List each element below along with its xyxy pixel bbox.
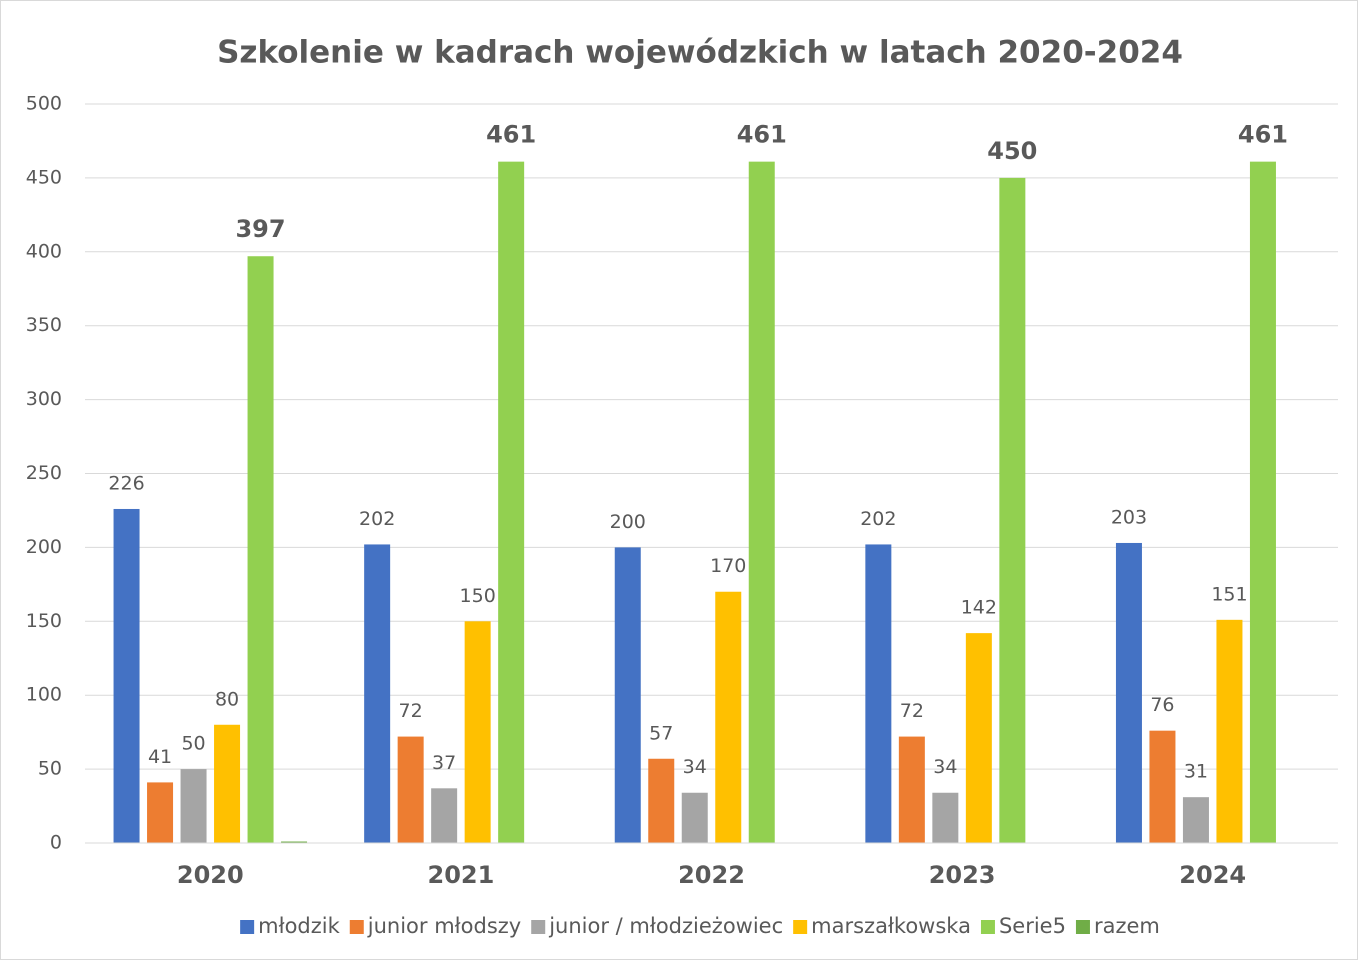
bar xyxy=(498,161,525,844)
data-label: 151 xyxy=(1211,583,1247,605)
bar xyxy=(147,782,174,843)
data-label: 461 xyxy=(1238,121,1288,149)
chart-title: Szkolenie w kadrach wojewódzkich w latac… xyxy=(217,35,1183,71)
y-tick-label: 0 xyxy=(50,832,62,854)
y-tick-label: 100 xyxy=(26,684,62,706)
legend-label: razem xyxy=(1094,914,1160,938)
x-tick-label: 2024 xyxy=(1179,861,1246,889)
bar xyxy=(999,177,1026,843)
legend-label: junior młodszy xyxy=(367,914,521,938)
data-label: 397 xyxy=(235,215,285,243)
bar xyxy=(898,736,925,843)
bar xyxy=(715,591,742,843)
bar xyxy=(431,788,458,843)
legend-swatch xyxy=(531,920,546,934)
y-tick-label: 450 xyxy=(26,166,62,188)
data-label: 150 xyxy=(460,585,496,607)
data-label: 226 xyxy=(108,472,144,494)
bar xyxy=(214,724,241,843)
legend-label: młodzik xyxy=(258,914,340,938)
y-tick-label: 400 xyxy=(26,240,62,262)
data-label: 34 xyxy=(933,756,957,778)
data-label: 203 xyxy=(1111,506,1147,528)
data-label: 34 xyxy=(683,756,707,778)
data-label: 31 xyxy=(1184,761,1208,783)
legend-label: junior / młodzieżowiec xyxy=(548,914,783,938)
data-label: 50 xyxy=(181,733,205,755)
y-tick-label: 250 xyxy=(26,462,62,484)
legend: młodzik junior młodszy junior / młodzieżow… xyxy=(240,914,1160,938)
data-label: 76 xyxy=(1150,694,1174,716)
data-label: 57 xyxy=(649,722,673,744)
bar xyxy=(364,544,391,843)
bar xyxy=(397,736,424,843)
data-label: 41 xyxy=(148,746,172,768)
data-label: 37 xyxy=(432,752,456,774)
data-label: 461 xyxy=(486,121,536,149)
legend-label: Serie5 xyxy=(999,914,1066,938)
x-tick-label: 2022 xyxy=(678,861,745,889)
data-label: 202 xyxy=(359,508,395,530)
bar xyxy=(281,841,308,843)
bar xyxy=(180,769,207,843)
legend-swatch xyxy=(1075,920,1090,934)
x-tick-label: 2023 xyxy=(929,861,996,889)
bar xyxy=(1115,542,1142,843)
data-label: 142 xyxy=(961,597,997,619)
data-label: 80 xyxy=(215,688,239,710)
bar xyxy=(1182,797,1209,843)
y-tick-label: 350 xyxy=(26,314,62,336)
data-label: 450 xyxy=(987,137,1037,165)
bar xyxy=(648,758,675,843)
legend-swatch xyxy=(349,920,364,934)
bar xyxy=(113,508,140,843)
y-tick-label: 150 xyxy=(26,610,62,632)
bar xyxy=(681,792,708,843)
bar xyxy=(1249,161,1276,844)
data-label: 461 xyxy=(737,121,787,149)
legend-label: marszałkowska xyxy=(811,914,971,938)
legend-swatch xyxy=(793,920,808,934)
bar xyxy=(464,621,491,843)
data-label: 72 xyxy=(399,700,423,722)
data-label: 72 xyxy=(900,700,924,722)
legend-swatch xyxy=(980,920,995,934)
bar xyxy=(247,256,274,843)
bar xyxy=(748,161,775,844)
x-tick-label: 2021 xyxy=(428,861,495,889)
bar xyxy=(865,544,892,843)
y-tick-label: 500 xyxy=(26,93,62,115)
data-label: 170 xyxy=(710,555,746,577)
legend-swatch xyxy=(240,920,255,934)
bar xyxy=(614,547,641,843)
data-label: 200 xyxy=(610,511,646,533)
x-tick-label: 2020 xyxy=(177,861,244,889)
bar xyxy=(1216,619,1243,843)
bar xyxy=(965,633,992,843)
bar xyxy=(1149,730,1176,843)
y-tick-label: 300 xyxy=(26,388,62,410)
data-label: 202 xyxy=(860,508,896,530)
y-tick-label: 200 xyxy=(26,536,62,558)
bar xyxy=(932,792,959,843)
y-tick-label: 50 xyxy=(38,758,62,780)
